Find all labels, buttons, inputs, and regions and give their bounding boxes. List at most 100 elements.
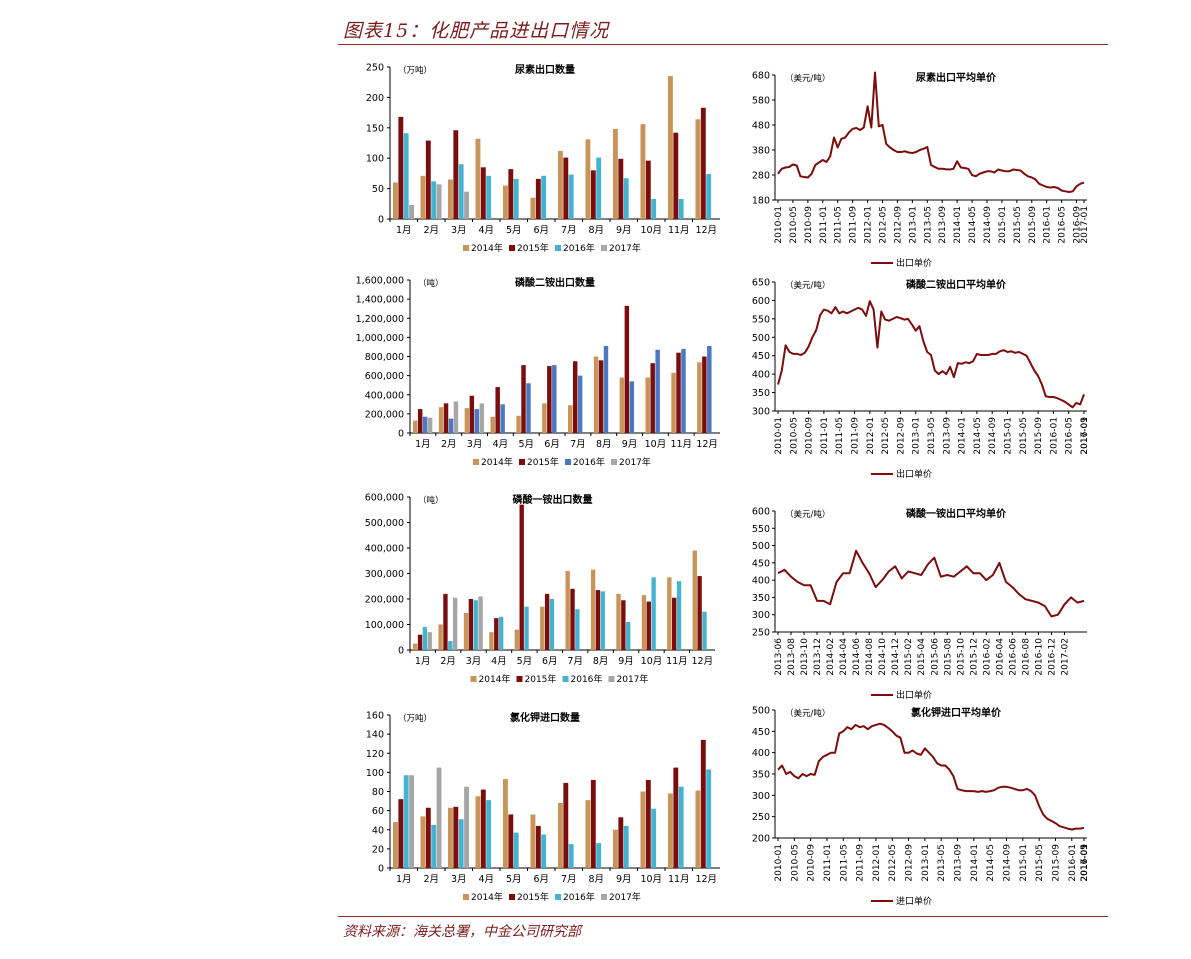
x-tick-label: 2016-06 [1008, 638, 1018, 676]
x-tick-label: 2015-01 [1004, 417, 1014, 455]
x-tick-label: 2016-05 [1080, 844, 1090, 882]
header-rule [338, 44, 1108, 45]
y-tick-label: 1,000,000 [356, 333, 404, 344]
y-tick-label: 400,000 [365, 390, 404, 401]
x-tick-label: 2012-05 [881, 417, 891, 455]
x-tick-label: 2014-12 [891, 638, 901, 676]
bar [393, 822, 398, 868]
x-tick-label: 2013-08 [787, 638, 797, 676]
bar [473, 600, 478, 650]
x-tick-label: 2013-05 [927, 417, 937, 455]
bar [508, 169, 514, 219]
y-tick-label: 600 [752, 296, 770, 307]
bar [672, 597, 677, 650]
x-tick-label: 6月 [533, 225, 549, 236]
x-tick-label: 6月 [533, 874, 549, 885]
dap-export-price-chart: 300 350 400 450 500 550 600 650 2010-01 2010-05 20… [752, 278, 1090, 481]
bar [393, 182, 398, 219]
bar [413, 643, 418, 650]
x-tick-label: 2014-09 [983, 206, 993, 244]
bar [409, 205, 414, 219]
x-tick-label: 9月 [616, 874, 632, 885]
chart-title: 尿素出口平均单价 [916, 71, 997, 84]
bar [624, 305, 630, 433]
x-tick-label: 6月 [542, 656, 558, 667]
bar [427, 632, 432, 650]
bar [530, 814, 536, 868]
x-tick-label: 7月 [570, 439, 586, 450]
urea-export-volume-chart: 0 50 100 150 200 250 1月 2月 3月 4月 5月 6月 7月 8月 9月 10月 11月 1… [366, 63, 720, 254]
chart-title: 氯化钾进口平均单价 [911, 706, 1002, 719]
x-tick-label: 2014-01 [970, 844, 980, 882]
bar [464, 408, 470, 433]
bar [489, 632, 494, 650]
x-tick-label: 2015-08 [943, 638, 953, 676]
x-tick-label: 2017-01 [1080, 417, 1090, 455]
x-tick-label: 2014-02 [826, 638, 836, 676]
x-tick-label: 5月 [506, 874, 522, 885]
y-tick-label: 250 [366, 63, 384, 74]
y-tick-label: 680 [752, 71, 770, 82]
series-line [777, 549, 1085, 618]
x-tick-label: 9月 [622, 439, 638, 450]
x-tick-label: 3月 [467, 439, 483, 450]
urea-export-price-chart: 180 280 380 480 580 680 2010-01 2010-05 2010-09 2… [752, 71, 1090, 270]
legend-swatch [509, 245, 515, 251]
chart-title: 磷酸一铵出口平均单价 [906, 507, 1007, 520]
y-tick-label: 600,000 [365, 493, 404, 504]
x-tick-label: 5月 [518, 439, 534, 450]
bar [572, 361, 578, 433]
x-tick-label: 2012-09 [896, 417, 906, 455]
x-tick-label: 2010-09 [805, 417, 815, 455]
bar [547, 366, 552, 433]
bar [702, 611, 707, 650]
legend-label: 2014年 [471, 891, 503, 903]
x-tick-label: 2013-01 [908, 206, 918, 244]
x-tick-label: 2015-05 [1013, 206, 1023, 244]
chart-title: 氯化钾进口数量 [510, 711, 580, 724]
bar [535, 178, 541, 219]
bar [458, 164, 464, 219]
x-tick-label: 2月 [423, 225, 439, 236]
x-tick-label: 2014-01 [958, 417, 968, 455]
x-tick-label: 2011-01 [820, 417, 830, 455]
x-tick-label: 2012-05 [878, 206, 888, 244]
bar [436, 184, 442, 219]
bar [568, 844, 574, 868]
bar [420, 175, 426, 219]
bar [436, 767, 442, 868]
bar [475, 138, 481, 219]
y-tick-label: 350 [752, 593, 770, 604]
bar [568, 405, 573, 433]
bar [513, 832, 519, 868]
legend-swatch [608, 676, 615, 682]
bar [498, 616, 504, 650]
x-tick-label: 2013-05 [937, 844, 947, 882]
bar [558, 802, 563, 868]
x-tick-label: 2015-06 [930, 638, 940, 676]
x-tick-label: 2014-10 [878, 638, 888, 676]
x-tick-label: 9月 [616, 225, 632, 236]
bar [618, 158, 624, 219]
series-line [777, 722, 1085, 831]
x-tick-label: 2011-01 [823, 844, 833, 882]
y-unit-label: （美元/吨） [785, 509, 830, 520]
x-tick-label: 2010-09 [807, 844, 817, 882]
x-tick-label: 2月 [440, 656, 456, 667]
x-tick-label: 2010-01 [774, 844, 784, 882]
y-tick-label: 400 [752, 576, 770, 587]
bar [500, 404, 505, 433]
bar [676, 581, 682, 650]
bar [398, 799, 404, 868]
bar [452, 597, 458, 650]
bar [535, 825, 541, 868]
bar [453, 130, 459, 219]
x-tick-label: 2011-01 [819, 206, 829, 244]
y-tick-label: 650 [752, 278, 770, 289]
x-tick-label: 4月 [491, 656, 507, 667]
x-tick-label: 7月 [561, 225, 577, 236]
x-tick-label: 1月 [415, 656, 431, 667]
x-tick-label: 2013-01 [912, 417, 922, 455]
bar [651, 577, 656, 650]
y-tick-label: 500 [752, 333, 770, 344]
